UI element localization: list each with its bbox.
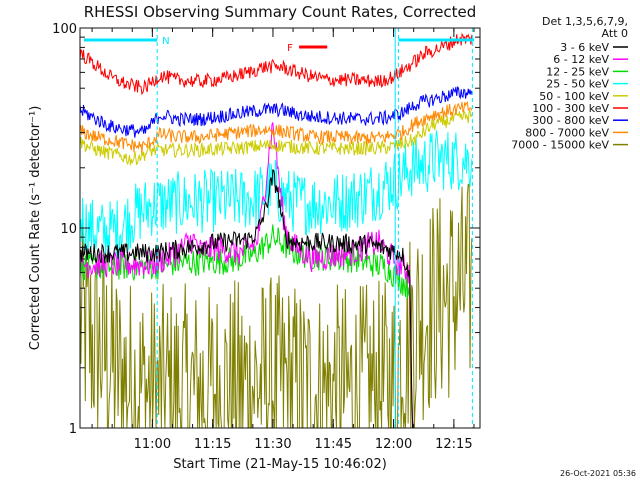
- y-tick-label: 100: [52, 22, 77, 37]
- night-label: N: [162, 36, 169, 47]
- legend-entry: 300 - 800 keV: [532, 114, 609, 127]
- x-axis-label: Start Time (21-May-15 10:46:02): [173, 457, 387, 472]
- y-axis: 1 10 100: [52, 22, 480, 437]
- legend-entry: 25 - 50 keV: [546, 78, 609, 91]
- legend-entry: 7000 - 15000 keV: [511, 139, 609, 152]
- x-tick-label: 11:15: [194, 437, 231, 452]
- series-6-12-kev: [79, 122, 414, 429]
- flare-label: F: [287, 43, 293, 54]
- footer-date: 26-Oct-2021 05:36: [560, 469, 636, 478]
- legend-header: Att 0: [602, 27, 628, 40]
- x-tick-label: 11:30: [254, 437, 291, 452]
- legend-entry: 6 - 12 keV: [553, 53, 609, 66]
- y-tick-label: 10: [60, 222, 77, 237]
- legend-entry: 800 - 7000 keV: [525, 126, 609, 139]
- chart-title: RHESSI Observing Summary Count Rates, Co…: [84, 3, 477, 21]
- y-tick-label: 1: [69, 422, 77, 437]
- x-tick-label: 11:45: [315, 437, 352, 452]
- legend-entry: 100 - 300 keV: [532, 102, 609, 115]
- x-tick-label: 12:00: [375, 437, 412, 452]
- series-800-7000-kev: [79, 101, 473, 153]
- series-7000-15000-kev: [79, 183, 473, 429]
- legend-entry: 12 - 25 keV: [546, 65, 609, 78]
- series-50-100-kev: [79, 109, 473, 166]
- series-layer: [79, 32, 473, 429]
- series-300-800-kev: [79, 86, 473, 138]
- legend-header: Det 1,3,5,6,7,9,: [542, 15, 628, 28]
- series-100-300-kev: [79, 32, 473, 96]
- x-axis: 11:00 11:15 11:30 11:45 12:00 12:15: [91, 28, 475, 452]
- legend-entry: 50 - 100 keV: [539, 90, 609, 103]
- y-axis-label: Corrected Count Rate (s⁻¹ detector⁻¹): [28, 106, 43, 351]
- series-25-50-kev: [79, 130, 473, 262]
- x-tick-label: 11:00: [134, 437, 171, 452]
- legend-entry: 3 - 6 keV: [560, 41, 609, 54]
- series-3-6-kev: [79, 169, 414, 429]
- x-tick-label: 12:15: [435, 437, 472, 452]
